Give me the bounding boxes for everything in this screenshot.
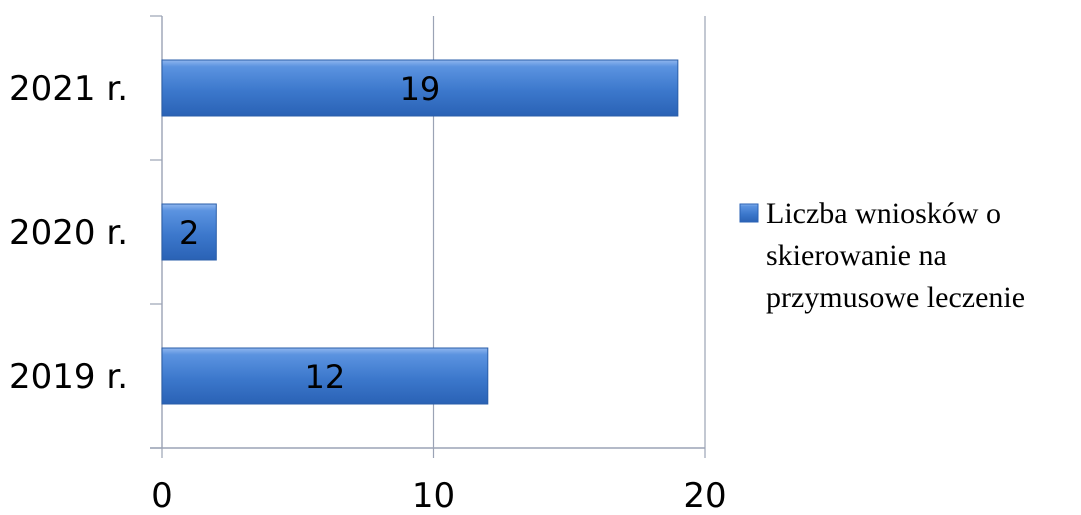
x-tick-label: 0 [151,476,173,515]
y-category-label: 2020 r. [9,213,128,253]
data-label: 12 [305,358,346,396]
legend-swatch [739,203,759,223]
legend-line-3: przymusowe leczenie [766,281,1025,314]
bar [161,347,489,405]
data-label: 2 [179,214,199,252]
bar [161,59,679,117]
x-tick-label: 20 [683,476,726,515]
legend-line-1: Liczba wniosków o [766,197,1001,230]
y-category-label: 2021 r. [9,69,128,109]
x-tick-label: 10 [412,476,455,515]
labels-layer: 0 10 20 19 2021 r. 2 2020 r. 12 2019 r. [9,69,727,515]
bars-layer [161,59,679,405]
y-category-label: 2019 r. [9,357,128,397]
legend-line-2: skierowanie na [766,239,947,272]
legend: Liczba wniosków o skierowanie na przymus… [739,197,1025,314]
bar [161,203,217,261]
data-label: 19 [400,70,441,108]
